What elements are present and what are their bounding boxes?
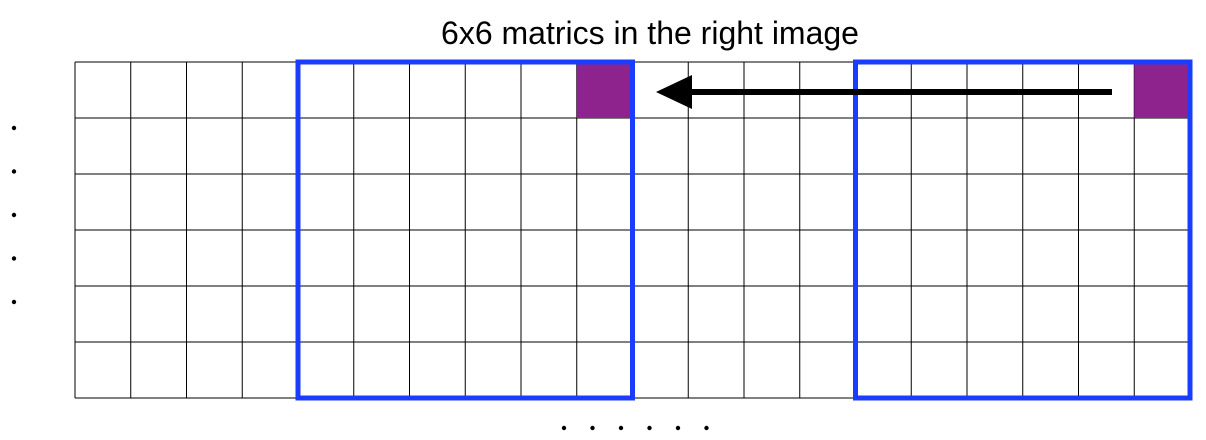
shift-arrow [656, 75, 1112, 109]
diagram-title: 6x6 matrics in the right image [441, 15, 859, 51]
highlighted-cell [576, 62, 633, 118]
highlighted-cells [576, 62, 1190, 118]
continuation-dots [11, 125, 709, 431]
vertical-ellipsis-dot [11, 169, 17, 174]
horizontal-ellipsis-dot [704, 425, 709, 431]
horizontal-ellipsis-dot [561, 425, 567, 431]
window-boxes [295, 59, 1193, 401]
left-window-box [295, 59, 635, 401]
arrow-head [656, 75, 692, 109]
highlighted-cell [1134, 62, 1190, 118]
right-window-box [853, 59, 1193, 401]
horizontal-ellipsis-dot [647, 425, 652, 431]
vertical-ellipsis-dot [11, 212, 17, 218]
vertical-ellipsis-dot [11, 256, 17, 261]
horizontal-ellipsis-dot [618, 425, 624, 431]
horizontal-ellipsis-dot [675, 425, 681, 431]
vertical-ellipsis-dot [11, 125, 17, 131]
vertical-ellipsis-dot [11, 299, 17, 305]
horizontal-ellipsis-dot [590, 425, 595, 431]
